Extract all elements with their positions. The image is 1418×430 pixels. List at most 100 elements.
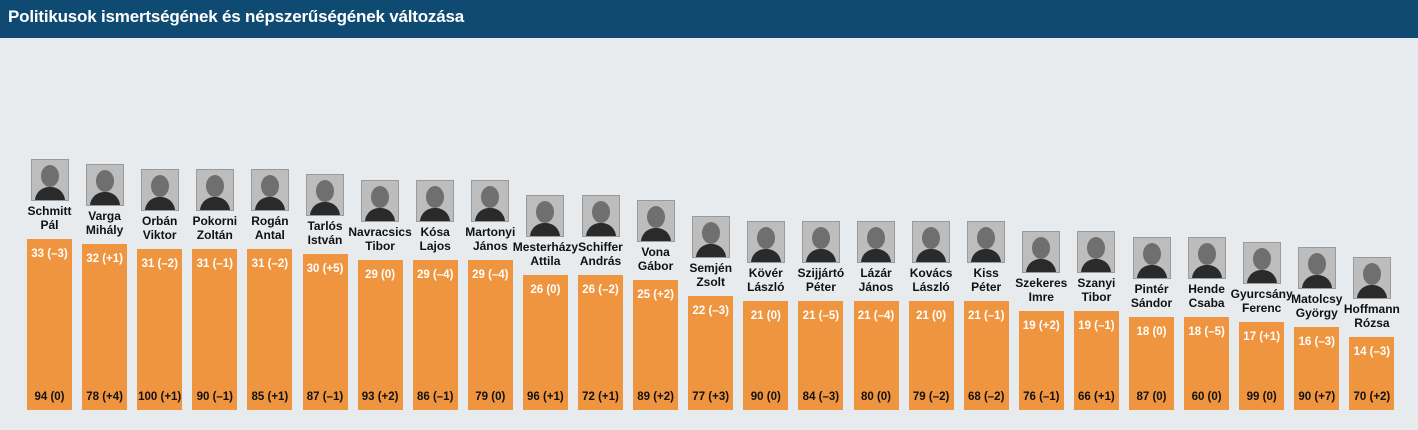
politician-name: Mesterházy Attila — [505, 240, 585, 268]
politician-name-line: Matolcsy — [1291, 292, 1343, 307]
popularity-bar: 26 (0) 96 (+1) — [522, 275, 568, 410]
politician-name-line: László — [747, 280, 785, 295]
recognition-label: 90 (0) — [750, 390, 781, 403]
politician-name-line: Kövér — [748, 266, 783, 281]
politician-name: Vona Gábor — [616, 245, 696, 273]
recognition-label: 77 (+3) — [692, 390, 730, 403]
popularity-bar: 31 (–1) 90 (–1) — [192, 249, 238, 410]
politician-name-line: János — [472, 238, 508, 253]
politician-name-line: Tibor — [1081, 290, 1112, 305]
popularity-bar: 29 (–4) 79 (0) — [467, 259, 513, 410]
popularity-label: 21 (0) — [916, 310, 947, 323]
politician-name-line: Attila — [530, 254, 561, 269]
politician-name-line: Mesterházy — [512, 240, 579, 255]
popularity-bar: 14 (–3) 70 (+2) — [1349, 337, 1395, 410]
popularity-label: 26 (–2) — [582, 284, 619, 297]
popularity-bar: 18 (–5) 60 (0) — [1184, 316, 1230, 410]
politician-name-line: Szekeres — [1015, 276, 1068, 291]
portrait-photo — [857, 221, 895, 264]
politician-name: Semjén Zsolt — [671, 261, 751, 289]
recognition-label: 68 (–2) — [967, 390, 1005, 403]
recognition-label: 86 (–1) — [416, 390, 454, 403]
popularity-bar: 31 (–2) 85 (+1) — [247, 249, 293, 410]
politician-name: Lázár János — [836, 266, 916, 294]
recognition-label: 72 (+1) — [582, 390, 619, 403]
popularity-label: 21 (–1) — [967, 310, 1005, 323]
portrait-photo — [801, 221, 840, 264]
politician-name: Szijjártó Péter — [781, 266, 861, 294]
portrait-photo — [1077, 231, 1116, 274]
politician-name-line: Sándor — [1130, 295, 1173, 310]
politician-name-line: Kiss — [973, 266, 999, 281]
politician-name-line: Pokorni — [192, 214, 238, 229]
portrait-photo — [636, 200, 675, 243]
portrait-photo — [967, 221, 1006, 264]
recognition-label: 80 (0) — [860, 390, 892, 403]
politician-name: Rogán Antal — [230, 214, 310, 242]
politician-name-line: Antal — [254, 228, 285, 243]
popularity-label: 32 (+1) — [86, 253, 123, 266]
politician-name-line: Varga — [88, 209, 121, 224]
politician-name-line: Péter — [805, 280, 836, 295]
politician-name: Navracsics Tibor — [340, 225, 420, 253]
popularity-label: 31 (–2) — [251, 258, 289, 271]
portrait-photo — [691, 215, 730, 258]
recognition-label: 60 (0) — [1191, 390, 1222, 403]
recognition-label: 79 (0) — [475, 390, 506, 403]
portrait-photo — [1297, 247, 1336, 290]
popularity-bar: 19 (–1) 66 (+1) — [1073, 311, 1119, 410]
popularity-label: 25 (+2) — [637, 289, 674, 302]
popularity-label: 21 (–4) — [857, 310, 895, 323]
recognition-label: 96 (+1) — [527, 390, 564, 403]
politician-name-line: Semjén — [689, 260, 733, 275]
popularity-bar: 29 (0) 93 (+2) — [357, 259, 403, 410]
politician-name: Schiffer András — [561, 240, 641, 268]
portrait-photo — [30, 158, 69, 201]
politician-name-line: Viktor — [142, 228, 177, 243]
header-bar: Politikusok ismertségének és népszerűség… — [0, 0, 1418, 38]
portrait-photo — [85, 164, 124, 207]
popularity-bar: 33 (–3) 94 (0) — [27, 238, 72, 410]
popularity-bar: 32 (+1) 78 (+4) — [82, 244, 128, 410]
politician-name: Kövér László — [726, 266, 806, 294]
portrait-photo — [250, 169, 289, 212]
popularity-label: 33 (–3) — [31, 247, 68, 260]
politician-name-line: Pál — [40, 217, 59, 232]
popularity-label: 19 (–1) — [1078, 320, 1115, 333]
portrait-photo — [912, 221, 951, 264]
popularity-label: 18 (0) — [1136, 325, 1167, 338]
politician-name-line: Hende — [1188, 281, 1225, 296]
popularity-label: 18 (–5) — [1188, 325, 1225, 338]
popularity-bar: 21 (–5) 84 (–3) — [798, 301, 844, 410]
politician-name-line: Navracsics — [348, 224, 412, 239]
portrait-photo — [416, 179, 455, 222]
politician-name-line: Gábor — [637, 259, 674, 274]
politician-name-line: István — [307, 233, 343, 248]
portrait-photo — [581, 195, 620, 238]
portrait-photo — [140, 169, 179, 212]
politician-name: Schmitt Pál — [10, 204, 90, 232]
recognition-label: 89 (+2) — [637, 391, 674, 403]
politician-name: Kósa Lajos — [395, 225, 475, 253]
politician-name-line: Schmitt — [27, 203, 72, 218]
politician-name-line: Szanyi — [1077, 276, 1116, 291]
politician-name-line: Szijjártó — [797, 266, 845, 281]
politician-name: Martonyi János — [450, 225, 530, 253]
popularity-bar: 29 (–4) 86 (–1) — [412, 259, 458, 410]
popularity-label: 21 (0) — [750, 310, 781, 323]
portrait-photo — [306, 174, 344, 217]
politician-name-line: László — [912, 280, 950, 295]
recognition-label: 66 (+1) — [1078, 390, 1115, 403]
popularity-label: 14 (–3) — [1353, 346, 1391, 359]
politician-name-line: Csaba — [1188, 295, 1225, 310]
portrait-photo — [1352, 257, 1391, 300]
recognition-label: 85 (+1) — [251, 390, 289, 403]
politician-name-line: Hoffmann — [1343, 302, 1400, 317]
recognition-label: 87 (–1) — [306, 390, 344, 403]
portrait-photo — [1132, 236, 1171, 279]
popularity-bar: 21 (–1) 68 (–2) — [963, 301, 1009, 410]
bar-chart: Schmitt Pál 33 (–3) 94 (0) Varga Mihály 32 (+1… — [0, 38, 1418, 430]
politician-name-line: Martonyi — [465, 224, 516, 239]
popularity-label: 21 (–5) — [802, 310, 840, 323]
politician-name-line: Péter — [971, 280, 1002, 295]
